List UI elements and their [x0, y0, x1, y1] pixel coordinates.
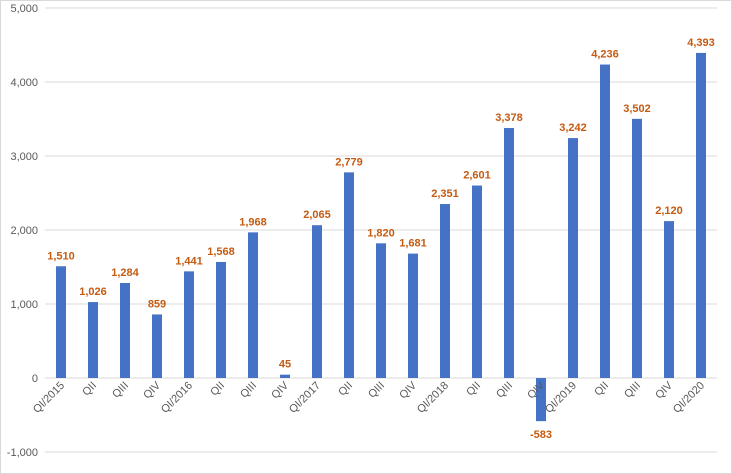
data-label: 1,510 — [47, 250, 75, 262]
bar — [344, 172, 354, 378]
y-tick-label: 5,000 — [10, 3, 38, 15]
data-label: 2,120 — [655, 205, 683, 217]
x-tick-label: QII — [464, 380, 483, 399]
data-label: 1,681 — [399, 238, 427, 250]
x-tick-label: QII — [336, 380, 355, 399]
data-label: 2,351 — [431, 188, 459, 200]
bar — [184, 271, 194, 378]
bar — [88, 302, 98, 378]
bar — [120, 282, 130, 378]
bar — [248, 232, 258, 378]
data-label: 2,601 — [463, 170, 491, 182]
data-label: 2,065 — [303, 209, 331, 221]
data-label: 1,968 — [239, 216, 267, 228]
bar — [152, 314, 162, 378]
x-tick-label: QIV — [397, 379, 419, 401]
x-tick-label: QIII — [110, 380, 131, 401]
bar — [536, 378, 546, 422]
x-tick-label: QI/2019 — [543, 380, 579, 416]
data-label: 3,378 — [495, 112, 523, 124]
data-labels: 1,510 1,026 1,284 859 1,441 1,568 1,968 45 2,065… — [47, 37, 715, 441]
data-label: 1,026 — [79, 286, 107, 298]
x-tick-label: QIII — [366, 380, 387, 401]
data-label: 2,779 — [335, 156, 363, 168]
data-label: 4,393 — [687, 37, 715, 49]
x-tick-label: QII — [592, 380, 611, 399]
bar — [664, 221, 674, 378]
data-label: 1,568 — [207, 246, 235, 258]
y-tick-label: 3,000 — [10, 151, 38, 163]
bar — [376, 243, 386, 378]
data-label: 1,441 — [175, 255, 203, 267]
x-tick-label: QIV — [269, 379, 291, 401]
bar — [280, 374, 290, 378]
bar — [312, 225, 322, 378]
x-tick-label: QIII — [494, 380, 515, 401]
x-tick-label: QI/2016 — [159, 380, 195, 416]
y-tick-label: 2,000 — [10, 225, 38, 237]
data-label: 1,284 — [111, 267, 139, 279]
bar — [504, 128, 514, 378]
x-tick-label: QIII — [622, 380, 643, 401]
data-label: 3,502 — [623, 103, 651, 115]
data-label: 4,236 — [591, 49, 619, 61]
y-tick-label: 0 — [32, 373, 38, 385]
x-tick-label: QI/2017 — [287, 380, 323, 416]
y-tick-label: -1,000 — [7, 447, 38, 459]
x-tick-label: QI/2015 — [31, 380, 67, 416]
data-label: -583 — [530, 429, 552, 441]
bar — [56, 266, 66, 378]
bar — [440, 204, 450, 378]
x-tick-label: QIII — [238, 380, 259, 401]
bar — [408, 253, 418, 378]
bar — [568, 138, 578, 378]
y-tick-label: 4,000 — [10, 77, 38, 89]
bar — [600, 64, 610, 378]
bar — [696, 52, 706, 378]
data-label: 1,820 — [367, 227, 395, 239]
data-label: 859 — [148, 298, 166, 310]
x-tick-label: QI/2020 — [671, 380, 707, 416]
data-label: 45 — [279, 359, 291, 371]
bar — [472, 185, 482, 378]
x-tick-label: QI/2018 — [415, 380, 451, 416]
y-axis-tick-labels: -1,000 0 1,000 2,000 3,000 4,000 5,000 — [7, 3, 38, 459]
data-label: 3,242 — [559, 122, 587, 134]
x-tick-label: QIV — [653, 379, 675, 401]
x-tick-label: QII — [208, 380, 227, 399]
x-tick-label: QII — [80, 380, 99, 399]
bar — [216, 261, 226, 378]
x-tick-label: QIV — [141, 379, 163, 401]
bars — [56, 52, 706, 422]
bar — [632, 118, 642, 379]
y-tick-label: 1,000 — [10, 299, 38, 311]
